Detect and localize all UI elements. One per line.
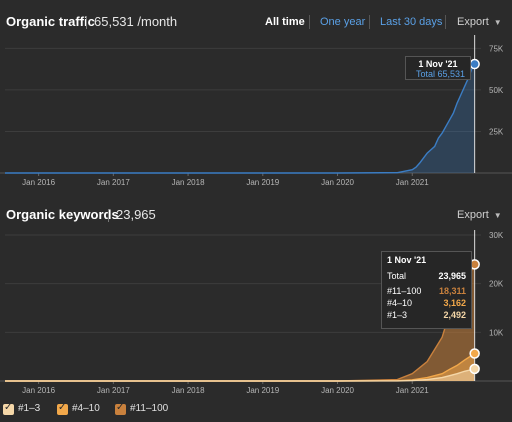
keywords-tooltip-row-value: 18,311 — [438, 286, 466, 296]
keywords-tooltip-row-value: 3,162 — [443, 298, 466, 308]
range-last-30-days[interactable]: Last 30 days — [380, 16, 443, 28]
y-tick-label: 25K — [489, 127, 504, 136]
chevron-down-icon: ▼ — [493, 18, 502, 27]
traffic-header: Organic traffic 65,531 /month All time O… — [0, 14, 512, 40]
y-tick-label: 50K — [489, 86, 504, 95]
y-tick-label: 30K — [489, 231, 504, 240]
legend-label: #11–100 — [130, 403, 169, 414]
traffic-export-button[interactable]: Export ▼ — [457, 16, 502, 28]
keywords-tooltip-row-label: #4–10 — [387, 298, 413, 308]
traffic-tooltip: 1 Nov '21 Total 65,531 — [405, 56, 471, 80]
x-tick-label: Jan 2017 — [97, 386, 130, 395]
series-line — [5, 368, 475, 382]
range-divider — [309, 15, 310, 29]
keywords-chart: 10K 20K 30K Jan 2016 Jan 2017 Jan 2018 Jan 201… — [0, 230, 512, 395]
keywords-tooltip: 1 Nov '21 Total 23,965 #11–100 18,311 #4–10 3… — [381, 251, 472, 329]
keywords-tooltip-row: #4–10 3,162 — [387, 298, 466, 309]
hover-point — [469, 363, 480, 375]
keywords-tooltip-row-value: 23,965 — [438, 271, 466, 281]
hover-point — [469, 348, 480, 359]
traffic-chart: 25K 50K 75K Jan 2016 Jan 2017 Jan 2018 Jan 201… — [0, 35, 512, 187]
checkbox-icon[interactable] — [57, 402, 68, 415]
series-area — [5, 264, 475, 381]
x-tick-label: Jan 2016 — [22, 178, 55, 187]
range-divider — [445, 15, 446, 29]
keywords-tooltip-row: #11–100 18,311 — [387, 286, 466, 297]
x-tick-label: Jan 2017 — [97, 178, 130, 187]
x-tick-label: Jan 2019 — [246, 178, 279, 187]
range-one-year[interactable]: One year — [320, 16, 366, 28]
x-tick-label: Jan 2020 — [321, 386, 354, 395]
x-tick-label: Jan 2021 — [396, 178, 429, 187]
traffic-title: Organic traffic — [6, 14, 95, 29]
keywords-export-button[interactable]: Export ▼ — [457, 209, 502, 221]
keywords-export-label: Export — [457, 209, 489, 221]
x-tick-label: Jan 2018 — [172, 178, 205, 187]
range-divider — [369, 15, 370, 29]
hover-point — [469, 58, 480, 70]
traffic-tooltip-value: 65,531 — [437, 69, 465, 79]
keywords-tooltip-row-label: Total — [387, 271, 407, 281]
y-tick-label: 75K — [489, 44, 504, 53]
traffic-tooltip-date: 1 Nov '21 — [418, 59, 458, 69]
keywords-value: 23,965 — [116, 207, 156, 222]
y-tick-label: 10K — [489, 328, 504, 337]
keywords-title-divider — [108, 209, 109, 222]
keywords-tooltip-row-value: 2,492 — [443, 310, 466, 320]
chevron-down-icon: ▼ — [493, 211, 502, 220]
traffic-title-divider — [86, 16, 87, 29]
keywords-tooltip-row-label: #1–3 — [387, 310, 408, 320]
traffic-tooltip-label: Total — [415, 69, 435, 79]
x-tick-label: Jan 2018 — [172, 386, 205, 395]
keywords-title: Organic keywords — [6, 207, 119, 222]
traffic-value: 65,531 /month — [94, 14, 178, 29]
traffic-export-label: Export — [457, 16, 489, 28]
legend-label: #4–10 — [72, 403, 100, 414]
series-area — [5, 353, 475, 381]
series-area — [5, 64, 475, 173]
legend-label: #1–3 — [18, 403, 41, 414]
y-tick-label: 20K — [489, 280, 504, 289]
checkbox-icon[interactable] — [115, 402, 126, 415]
x-tick-label: Jan 2016 — [22, 386, 55, 395]
x-tick-label: Jan 2019 — [246, 386, 279, 395]
checkbox-icon[interactable] — [3, 402, 14, 415]
keywords-tooltip-row: Total 23,965 — [387, 271, 466, 282]
x-tick-label: Jan 2021 — [396, 386, 429, 395]
series-line — [5, 63, 476, 174]
keywords-tooltip-date: 1 Nov '21 — [387, 255, 427, 265]
x-tick-label: Jan 2020 — [321, 178, 354, 187]
keywords-tooltip-row: #1–3 2,492 — [387, 310, 466, 321]
traffic-tooltip-total: Total 65,531 — [411, 69, 465, 79]
keywords-tooltip-row-label: #11–100 — [387, 286, 422, 296]
range-all-time[interactable]: All time — [265, 16, 305, 28]
keywords-header: Organic keywords 23,965 Export ▼ — [0, 207, 512, 233]
